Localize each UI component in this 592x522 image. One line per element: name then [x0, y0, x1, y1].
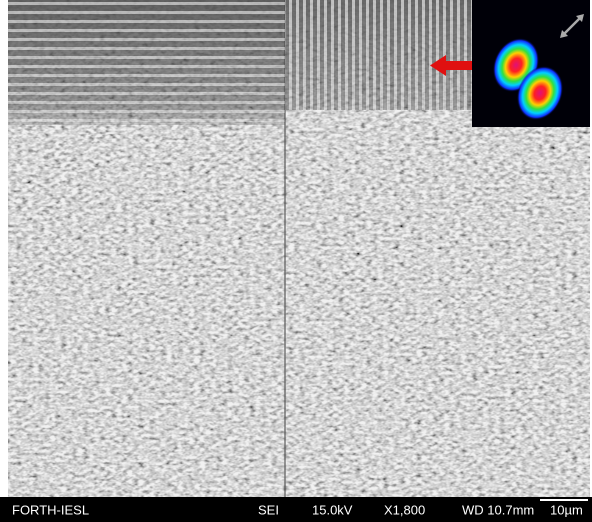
- working-distance-label: WD 10.7mm: [462, 502, 534, 517]
- magnification-label: X1,800: [384, 502, 425, 517]
- beam-inset: [472, 0, 590, 128]
- sem-image: FORTH-IESL SEI 15.0kV X1,800 WD 10.7mm 1…: [0, 0, 592, 522]
- page: FORTH-IESL SEI 15.0kV X1,800 WD 10.7mm 1…: [0, 0, 592, 522]
- striped-regions: [8, 0, 472, 125]
- voltage-label: 15.0kV: [312, 502, 353, 517]
- vertical-ripples: [286, 0, 472, 110]
- horizontal-ripples: [8, 0, 285, 125]
- lab-label: FORTH-IESL: [12, 502, 89, 517]
- detector-label: SEI: [258, 502, 279, 517]
- scale-label: 10µm: [550, 502, 583, 517]
